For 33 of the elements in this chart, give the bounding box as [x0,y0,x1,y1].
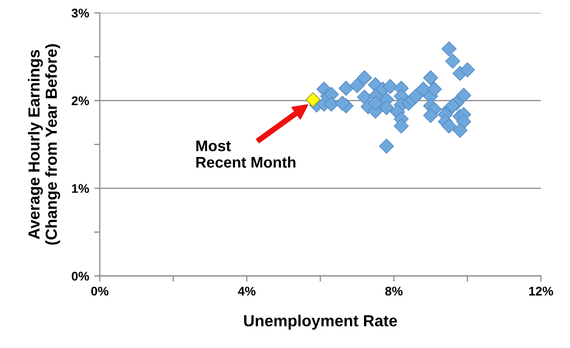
point [324,96,339,112]
point [379,100,394,116]
point [423,70,438,86]
point [394,118,409,134]
annotation: Most Recent Month [196,140,296,168]
x-axis-title: Unemployment Rate [244,314,398,330]
point [408,88,424,104]
point [379,138,394,154]
point [445,54,460,69]
y-tick-label: 3% [72,8,90,18]
point [460,62,475,78]
y-tick-label: 1% [72,184,90,193]
point [456,88,472,103]
point [445,98,460,114]
point [356,70,372,86]
x-tick-label: 12% [529,286,554,296]
point [305,92,320,108]
x-tick-label: 8% [385,286,403,296]
point [442,41,457,56]
y-axis-title: Average Hourly Earnings (Change from Year Before) [28,44,60,245]
point [334,96,350,111]
y-tick-label: 2% [72,96,90,106]
point [338,80,354,96]
point [426,82,442,97]
point [423,108,438,123]
point [350,78,365,94]
point [442,118,457,134]
x-tick-label: 4% [238,286,256,296]
x-tick-label: 0% [91,286,108,296]
point [368,96,383,111]
point [382,79,398,94]
point [452,122,468,138]
y-tick-label: 0% [72,272,90,281]
